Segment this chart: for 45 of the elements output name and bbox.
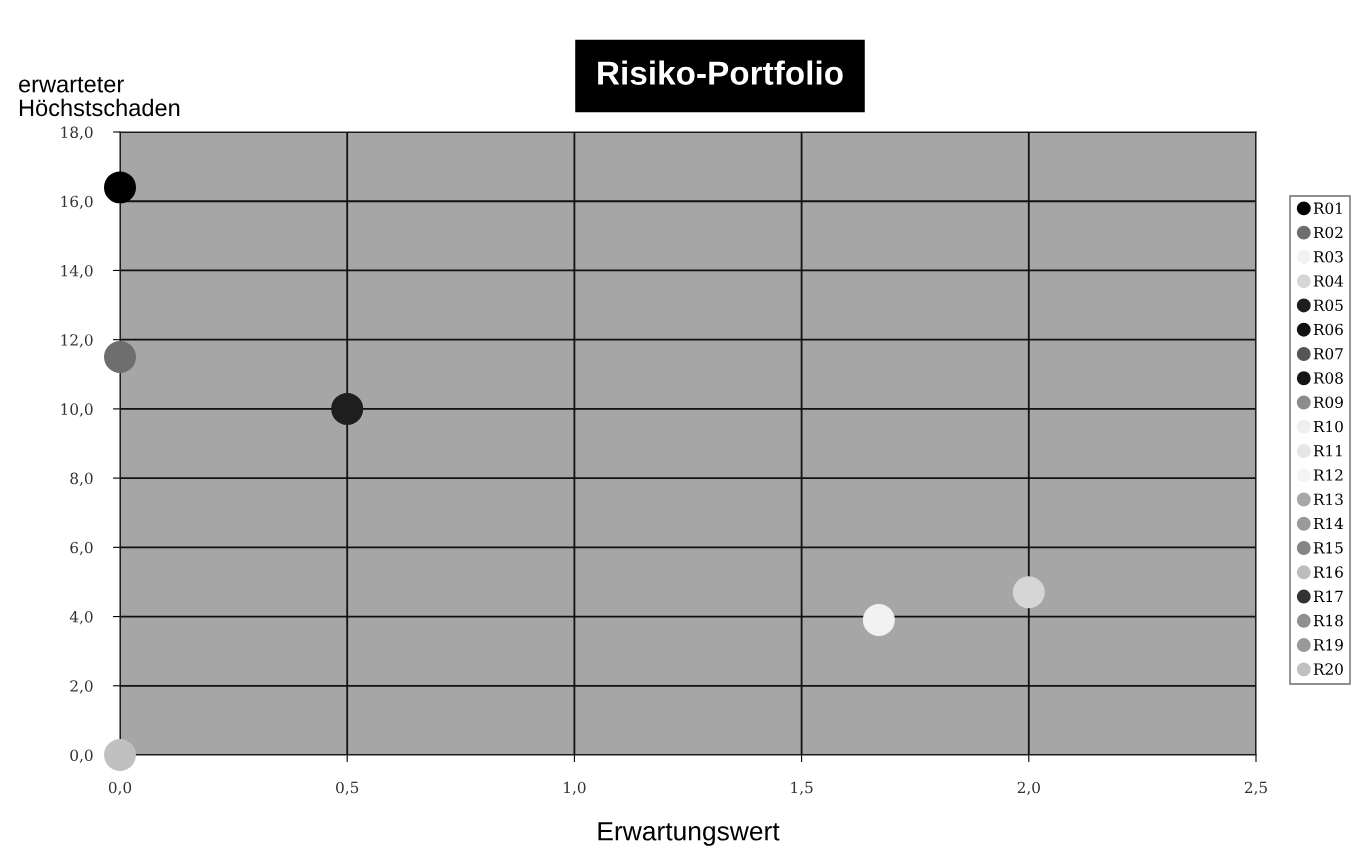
legend-label: R07 xyxy=(1313,347,1343,360)
y-tick-label: 18,0 xyxy=(61,126,93,140)
legend-label: R20 xyxy=(1313,663,1343,675)
point xyxy=(331,392,364,425)
y-tick-label: 12,0 xyxy=(61,334,93,348)
legend-label: R08 xyxy=(1313,372,1343,384)
point xyxy=(104,340,136,373)
point xyxy=(104,171,136,204)
legend-label: R13 xyxy=(1313,493,1343,506)
legend-label: R17 xyxy=(1313,590,1343,602)
legend-label: R01 xyxy=(1313,202,1342,214)
point xyxy=(104,739,136,771)
x-tick-label: 2,5 xyxy=(1244,781,1267,796)
legend-label: R18 xyxy=(1313,614,1343,627)
chart-title: Risiko-Portfolio xyxy=(598,60,843,85)
x-tick-label: 0,5 xyxy=(336,781,359,796)
legend-label: R06 xyxy=(1313,323,1343,336)
legend-label: R14 xyxy=(1313,517,1344,530)
y-tick-label: 4,0 xyxy=(69,611,93,625)
y-tick-label: 2,0 xyxy=(70,680,93,694)
y-tick-label: 16,0 xyxy=(61,195,93,210)
legend-label: R03 xyxy=(1313,250,1343,263)
y-tick-label: 0,0 xyxy=(70,749,93,763)
legend-label: R11 xyxy=(1313,445,1342,457)
y-axis-title: erwarteter Höchstschaden xyxy=(19,76,180,117)
x-axis-title: Erwartungswert xyxy=(598,822,780,846)
y-tick-label: 6,0 xyxy=(70,541,93,556)
point xyxy=(862,604,895,636)
x-tick-label: 0,0 xyxy=(108,781,132,796)
y-tick-label: 14,0 xyxy=(61,264,93,279)
legend-label: R09 xyxy=(1313,396,1343,409)
x-tick-label: 2,0 xyxy=(1017,781,1040,796)
y-tick-label: 8,0 xyxy=(70,472,93,486)
legend-label: R15 xyxy=(1313,542,1343,554)
legend-label: R05 xyxy=(1313,299,1343,312)
x-tick-label: 1,5 xyxy=(791,781,813,796)
y-tick-label: 10,0 xyxy=(61,403,93,417)
x-tick-label: 1,0 xyxy=(564,781,586,796)
legend-label: R10 xyxy=(1313,420,1343,433)
legend-label: R19 xyxy=(1313,639,1343,651)
legend-label: R16 xyxy=(1313,566,1343,578)
legend-label: R12 xyxy=(1313,469,1343,481)
legend-label: R02 xyxy=(1313,226,1343,239)
legend-label: R04 xyxy=(1313,275,1344,287)
point xyxy=(1012,576,1045,609)
